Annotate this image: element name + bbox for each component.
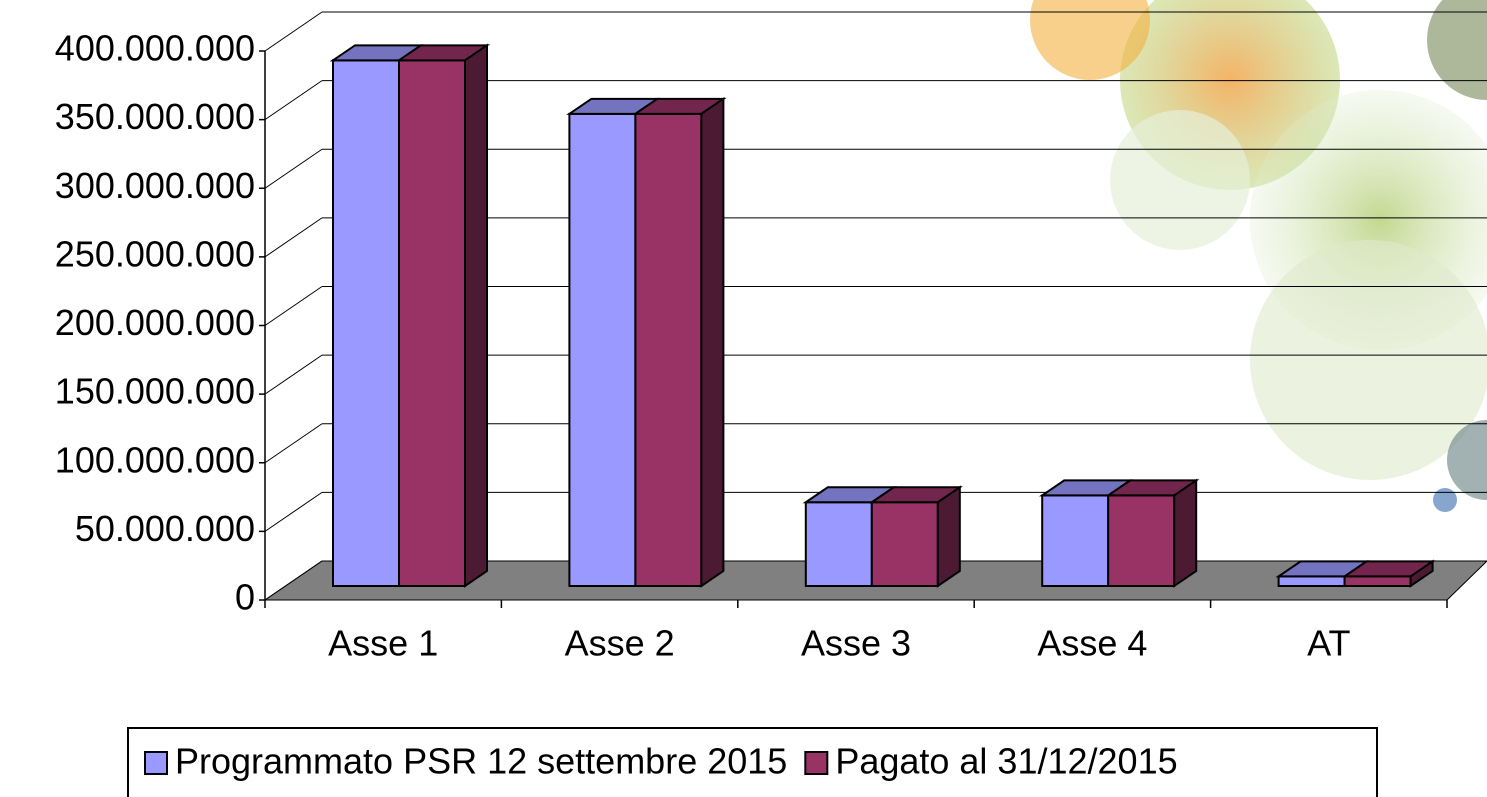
- y-tick-label: 400.000.000: [55, 28, 255, 69]
- bar: [1108, 480, 1196, 586]
- bar: [635, 99, 723, 586]
- grid-line: [265, 12, 322, 51]
- x-tick-label: Asse 2: [565, 623, 675, 664]
- bar-front: [1108, 495, 1174, 586]
- bar: [872, 487, 960, 586]
- bar-front: [635, 114, 701, 586]
- legend-swatch: [805, 752, 827, 774]
- bar-front: [399, 60, 465, 586]
- bar-front: [569, 114, 635, 586]
- legend-label: Programmato PSR 12 settembre 2015: [175, 741, 787, 782]
- y-tick-label: 100.000.000: [55, 439, 255, 480]
- bar-front: [1279, 576, 1345, 586]
- grid-line: [265, 492, 322, 531]
- legend: Programmato PSR 12 settembre 2015 Pagato …: [128, 728, 1377, 797]
- bar-side: [465, 45, 487, 586]
- grid-line: [265, 149, 322, 188]
- bar-front: [872, 502, 938, 586]
- bar-front: [1042, 495, 1108, 586]
- x-tick-label: Asse 4: [1037, 623, 1147, 664]
- y-tick-label: 50.000.000: [75, 508, 255, 549]
- bar-side: [1174, 480, 1196, 586]
- bar: [399, 45, 487, 586]
- y-tick-label: 250.000.000: [55, 233, 255, 274]
- y-tick-label: 200.000.000: [55, 302, 255, 343]
- grid-line: [265, 355, 322, 394]
- background-decoration: [1030, 0, 1487, 512]
- y-tick-label: 350.000.000: [55, 96, 255, 137]
- y-tick-label: 300.000.000: [55, 165, 255, 206]
- legend-swatch: [145, 752, 167, 774]
- grid-line: [265, 287, 322, 326]
- y-tick-label: 150.000.000: [55, 371, 255, 412]
- y-tick-label: 0: [235, 577, 255, 618]
- bar-front: [1345, 576, 1411, 586]
- grid-line: [265, 424, 322, 463]
- bar-side: [701, 99, 723, 586]
- bar-front: [806, 502, 872, 586]
- x-tick-label: AT: [1307, 623, 1350, 664]
- bar-front: [333, 60, 399, 586]
- grid-line: [265, 81, 322, 120]
- grid-line: [265, 218, 322, 257]
- bar-side: [938, 487, 960, 586]
- x-tick-label: Asse 1: [328, 623, 438, 664]
- x-tick-label: Asse 3: [801, 623, 911, 664]
- chart: 0 50.000.000 100.000.000 150.000.000 200.000…: [0, 0, 1487, 797]
- legend-label: Pagato al 31/12/2015: [835, 741, 1177, 782]
